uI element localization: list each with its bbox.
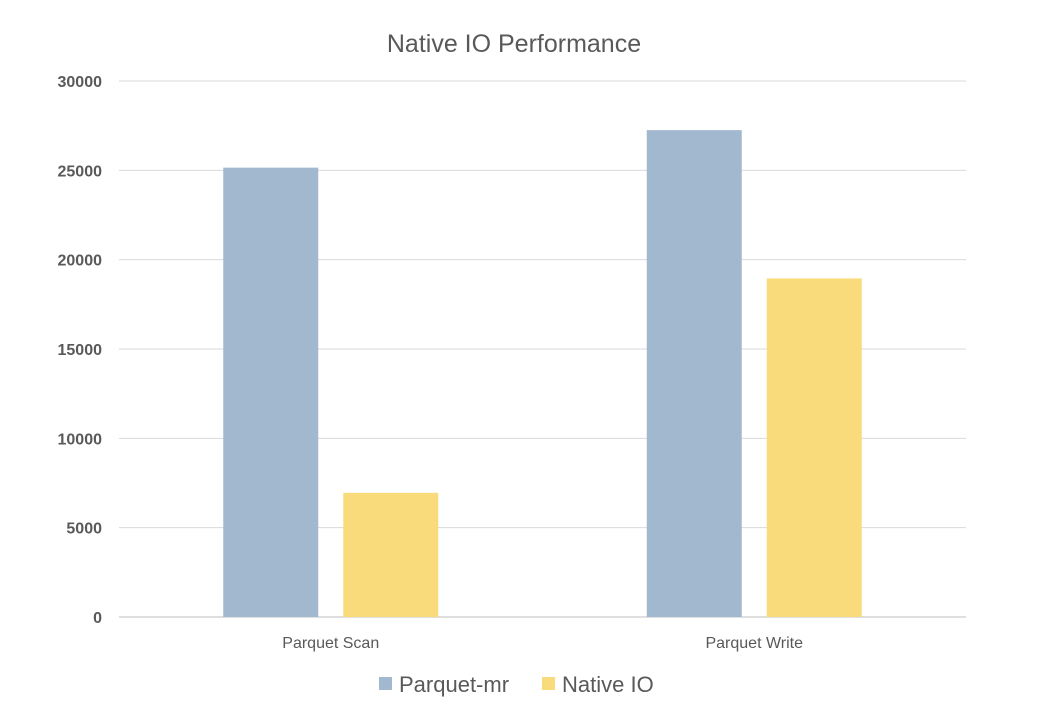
y-tick-label-5000: 5000 xyxy=(66,521,102,538)
bars xyxy=(223,130,862,618)
legend-label-native-io: Native IO xyxy=(562,672,654,697)
chart-title: Native IO Performance xyxy=(387,30,641,58)
y-tick-label-30000: 30000 xyxy=(58,74,103,91)
legend-swatch-native-io xyxy=(542,677,555,690)
x-tick-label-parquet-scan: Parquet Scan xyxy=(282,635,379,652)
bar-native-io-parquet-write xyxy=(766,278,862,617)
y-tick-label-0: 0 xyxy=(93,610,102,627)
bar-parquet-mr-parquet-write xyxy=(646,130,742,617)
x-tick-label-parquet-write: Parquet Write xyxy=(705,635,803,652)
y-axis-ticks: 0 5000 10000 15000 20000 25000 30000 xyxy=(58,74,103,627)
y-tick-label-15000: 15000 xyxy=(58,342,103,359)
bar-parquet-mr-parquet-scan xyxy=(223,167,319,618)
x-axis-labels: Parquet Scan Parquet Write xyxy=(282,635,803,652)
legend-label-parquet-mr: Parquet-mr xyxy=(399,672,509,697)
y-tick-label-20000: 20000 xyxy=(58,253,103,270)
y-tick-label-10000: 10000 xyxy=(58,431,103,448)
legend: Parquet-mr Native IO xyxy=(379,672,654,697)
bar-native-io-parquet-scan xyxy=(343,492,439,617)
legend-swatch-parquet-mr xyxy=(379,677,392,690)
y-tick-label-25000: 25000 xyxy=(58,163,103,180)
